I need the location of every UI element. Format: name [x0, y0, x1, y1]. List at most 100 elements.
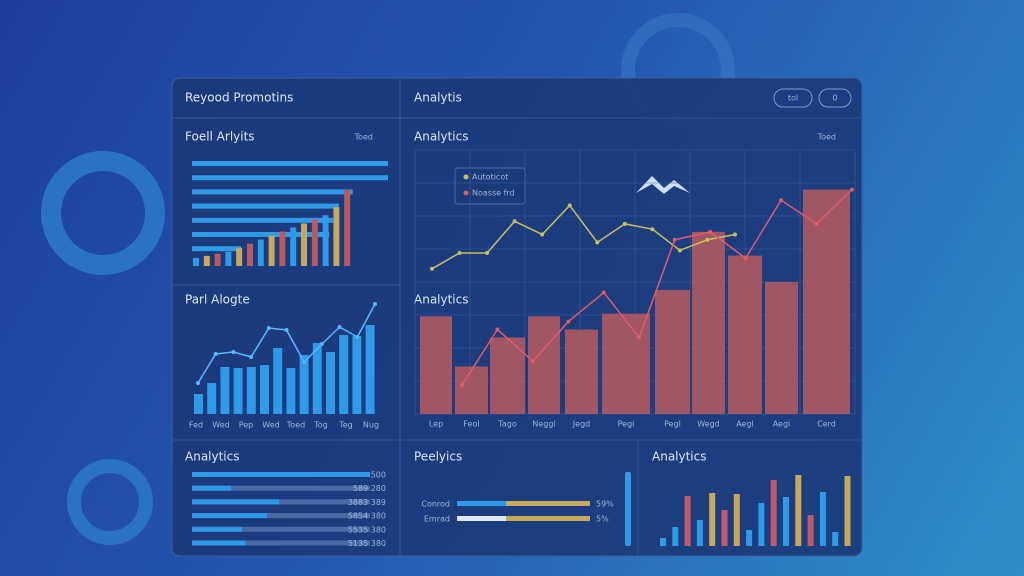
button-label[interactable]: 0: [832, 94, 837, 103]
bar: [795, 475, 802, 546]
bar: [203, 255, 210, 266]
bar: [246, 367, 256, 414]
bar: [192, 189, 353, 195]
track: [192, 499, 370, 505]
bar: [220, 367, 230, 414]
x-tick-label: Nug: [363, 421, 379, 430]
bar: [192, 246, 241, 252]
button[interactable]: [773, 88, 813, 108]
panel-link[interactable]: Toed: [354, 133, 373, 142]
panel-title: Analytics: [652, 450, 707, 464]
bar: [192, 203, 339, 209]
bar: [807, 515, 814, 546]
bar: [193, 257, 199, 266]
legend-swatch: [463, 174, 469, 180]
button[interactable]: [818, 88, 852, 108]
bar: [721, 510, 728, 546]
line: [461, 189, 853, 386]
bar: [311, 219, 318, 266]
bar: [684, 496, 691, 546]
point: [373, 302, 377, 306]
point: [637, 335, 642, 340]
bar: [207, 383, 217, 414]
bar: [192, 499, 280, 505]
bar: [279, 231, 286, 266]
point: [622, 221, 627, 226]
bar: [733, 494, 740, 546]
x-tick-label: Pegi: [618, 420, 635, 429]
value-label: 5135 380: [348, 539, 386, 548]
x-tick-label: Cerd: [817, 420, 836, 429]
bar: [299, 355, 309, 414]
track: [192, 540, 370, 546]
bar: [783, 497, 789, 546]
point: [650, 227, 655, 232]
point: [672, 237, 677, 242]
track: [192, 513, 370, 519]
bar: [457, 516, 590, 521]
button-label[interactable]: tol: [788, 94, 798, 103]
x-tick-label: Aegi: [773, 420, 791, 429]
x-tick-label: Teg: [338, 421, 353, 430]
bar: [214, 253, 221, 266]
point: [460, 382, 464, 387]
x-tick-label: Wed: [262, 421, 279, 430]
bar: [268, 235, 275, 266]
bar: [312, 343, 322, 414]
legend-label: Noasse frd: [472, 189, 515, 198]
point: [266, 326, 271, 330]
bar: [352, 336, 362, 414]
bar: [625, 472, 631, 546]
x-tick-label: Jegd: [572, 420, 590, 429]
bar: [192, 232, 330, 237]
point: [779, 198, 784, 203]
x-tick-label: Lep: [429, 420, 443, 429]
panel-link[interactable]: Toed: [817, 133, 836, 142]
bar: [326, 352, 335, 414]
point: [213, 352, 218, 356]
deco-ring: [41, 151, 165, 275]
bar: [301, 223, 307, 266]
bar: [192, 175, 388, 181]
point: [337, 325, 342, 329]
point: [284, 328, 289, 332]
point: [540, 232, 545, 237]
bar: [457, 516, 506, 521]
x-tick-label: Wed: [212, 421, 229, 430]
bar: [758, 503, 765, 546]
point: [457, 250, 462, 255]
point: [733, 232, 737, 237]
bar: [728, 255, 762, 414]
x-tick-label: Neggl: [532, 420, 555, 429]
point: [743, 256, 748, 261]
track: [192, 526, 370, 532]
x-tick-label: Pegl: [664, 420, 681, 429]
logo: [636, 176, 690, 194]
legend-label: Autoticot: [472, 173, 508, 182]
value-label: 500: [371, 471, 386, 480]
header-subtitle: Analytis: [414, 91, 462, 105]
point: [196, 381, 200, 385]
line: [431, 204, 736, 270]
point: [530, 359, 535, 364]
bar: [765, 282, 798, 414]
value-label: 5854 380: [348, 512, 386, 521]
bar: [696, 520, 703, 546]
x-tick-label: Wegd: [697, 420, 720, 429]
point: [566, 319, 571, 324]
point: [319, 342, 324, 346]
bar: [192, 513, 267, 519]
row-label: Conrod: [421, 500, 450, 509]
x-tick-label: Fed: [189, 421, 203, 430]
point: [601, 290, 606, 295]
bar: [192, 485, 232, 491]
panel-title: Analytics: [185, 450, 240, 464]
bar: [770, 480, 777, 546]
bar: [490, 337, 525, 414]
panel-title: Peelyics: [414, 450, 462, 464]
bar: [233, 368, 243, 414]
point: [512, 219, 517, 224]
bar: [322, 215, 329, 266]
bar: [844, 476, 851, 546]
